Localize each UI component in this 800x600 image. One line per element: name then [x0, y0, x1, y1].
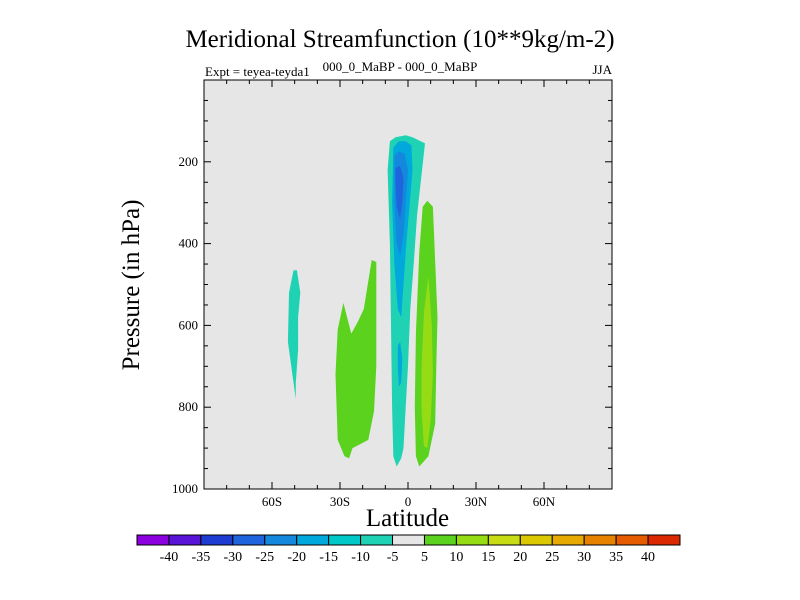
x-tick-label: 30N [465, 494, 488, 509]
colorbar-swatch [328, 534, 362, 546]
x-tick-label: 60S [262, 494, 282, 509]
colorbar-swatch [455, 534, 489, 546]
contour-hadley-cell-25 [395, 165, 404, 220]
colorbar-swatch [519, 534, 553, 546]
x-tick-label: 60N [533, 494, 556, 509]
colorbar-label: 35 [609, 550, 623, 565]
colorbar-label: -20 [287, 550, 306, 565]
colorbar-swatch [615, 534, 649, 546]
chart-title: Meridional Streamfunction (10**9kg/m-2) [185, 26, 615, 53]
colorbar-swatch [647, 534, 681, 546]
y-tick-label: 800 [179, 399, 199, 414]
period-label: 000_0_MaBP - 000_0_MaBP [322, 59, 478, 74]
colorbar-label: -5 [387, 550, 399, 565]
colorbar-swatch [264, 534, 298, 546]
contour-southern-cell-weak [287, 270, 301, 399]
contour-ferrel-cell-10 [421, 276, 433, 449]
colorbar-label: -40 [160, 550, 179, 565]
colorbar-swatch [200, 534, 234, 546]
colorbar-swatch [583, 534, 617, 546]
colorbar-label: 5 [421, 550, 428, 565]
contour-regions [287, 135, 438, 467]
colorbar-swatch [392, 534, 425, 546]
y-tick-label: 600 [179, 317, 199, 332]
colorbar-label: -25 [255, 550, 274, 565]
contour-hadley-lower-blob [397, 341, 403, 387]
colorbar-label: -30 [223, 550, 242, 565]
colorbar-swatch [551, 534, 585, 546]
colorbar-swatch [296, 534, 330, 546]
colorbar-swatch [360, 534, 394, 546]
x-tick-label: 30S [330, 494, 350, 509]
colorbar-label: -10 [351, 550, 370, 565]
experiment-label: Expt = teyea-teyda1 [205, 64, 310, 79]
colorbar-label: -35 [192, 550, 211, 565]
colorbar-label: 25 [545, 550, 559, 565]
colorbar-swatch [136, 534, 170, 546]
contour-southern-cell-positive [335, 260, 377, 459]
colorbar-swatch [232, 534, 266, 546]
y-tick-label: 200 [179, 154, 199, 169]
y-tick-label: 1000 [172, 481, 198, 496]
colorbar-swatch [168, 534, 202, 546]
colorbar-swatch [423, 534, 457, 546]
season-label: JJA [592, 62, 612, 77]
colorbar-label: 10 [449, 550, 463, 565]
colorbar-label: 40 [641, 550, 655, 565]
colorbar-label: -15 [319, 550, 338, 565]
colorbar-label: 15 [481, 550, 495, 565]
colorbar-swatch [487, 534, 521, 546]
y-tick-label: 400 [179, 236, 199, 251]
colorbar: -40 -35 -30 -25 -20 -15 -10 -5 5 10 15 20 25 30 35 40 [136, 534, 681, 565]
x-axis-title: Latitude [365, 505, 450, 532]
axis-ticks: 200 400 600 800 1000 60S 30S 0 30N 60N [172, 79, 613, 509]
x-tick-label: 0 [405, 494, 412, 509]
colorbar-label: 30 [577, 550, 591, 565]
colorbar-label: 20 [513, 550, 527, 565]
